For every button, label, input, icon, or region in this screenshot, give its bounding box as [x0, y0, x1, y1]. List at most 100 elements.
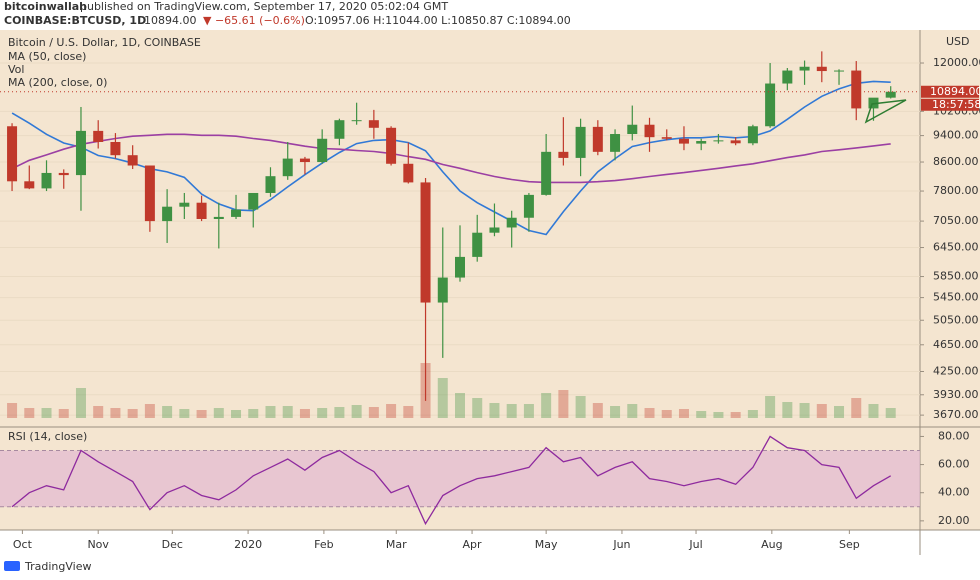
volume-bar — [24, 408, 35, 418]
candle-body — [58, 172, 69, 176]
volume-bar — [747, 410, 758, 418]
logo-mark — [4, 561, 20, 571]
candle-body — [834, 70, 845, 72]
volume-bar — [282, 406, 293, 418]
y-tick-label: 3930.00 — [933, 388, 979, 401]
candle-body — [24, 181, 35, 189]
countdown: 18:57:58 — [932, 98, 980, 111]
volume-bar — [162, 406, 173, 418]
last-price-label: 10894.00 — [930, 85, 980, 98]
x-tick-label: 2020 — [234, 538, 262, 551]
published: published on TradingView.com, September … — [80, 0, 448, 13]
candle-body — [282, 158, 293, 177]
x-tick-label: Nov — [87, 538, 109, 551]
volume-bar — [248, 409, 259, 418]
y-tick-label: 7800.00 — [933, 184, 979, 197]
candle-body — [523, 194, 534, 218]
candle-body — [231, 209, 242, 217]
candle-body — [110, 141, 121, 156]
candle-body — [334, 120, 345, 139]
volume-bar — [7, 403, 18, 418]
axis-background — [920, 30, 980, 530]
x-tick-label: Aug — [761, 538, 782, 551]
volume-bar — [93, 406, 104, 418]
candle-body — [299, 158, 310, 163]
legend-rsi: RSI (14, close) — [8, 430, 87, 443]
candle-body — [472, 232, 483, 257]
triangle-drawing — [864, 99, 907, 124]
candle-body — [403, 163, 414, 183]
volume-bar — [627, 404, 638, 418]
x-tick-label: Apr — [463, 538, 483, 551]
volume-bar — [644, 408, 655, 418]
volume-bar — [851, 398, 862, 418]
volume-bar — [523, 404, 534, 418]
x-tick-label: Oct — [13, 538, 33, 551]
tradingview-logo: TradingView — [4, 560, 91, 573]
y-tick-label: 7050.00 — [933, 214, 979, 227]
x-tick-label: Jun — [612, 538, 630, 551]
ohlc: O:10957.06 H:11044.00 L:10850.87 C:10894… — [305, 14, 571, 27]
candle-body — [41, 172, 52, 189]
volume-bar — [610, 406, 621, 418]
candle-body — [489, 227, 500, 233]
rsi-band — [0, 450, 920, 507]
candle-body — [179, 202, 190, 207]
volume-bar — [299, 409, 310, 418]
volume-bar — [41, 408, 52, 418]
y-tick-label: 9400.00 — [933, 129, 979, 142]
volume-bar — [489, 403, 500, 418]
candle-body — [747, 126, 758, 144]
rsi-tick-label: 40.00 — [938, 486, 970, 499]
y-tick-label: 12000.00 — [933, 56, 980, 69]
candle-body — [713, 140, 724, 142]
candle-body — [592, 126, 603, 152]
volume-bar — [678, 409, 689, 418]
volume-bar — [265, 406, 276, 418]
volume-bar — [317, 408, 328, 418]
volume-bar — [541, 393, 552, 418]
volume-bar — [730, 412, 741, 418]
candle-body — [558, 151, 569, 158]
volume-bar — [110, 408, 121, 418]
y-tick-label: 6450.00 — [933, 241, 979, 254]
volume-bar — [403, 406, 414, 418]
candle-body — [851, 70, 862, 109]
volume-bar — [75, 388, 86, 418]
candle-body — [506, 217, 517, 228]
candle-body — [162, 206, 173, 222]
candle-body — [782, 70, 793, 84]
candle-body — [575, 126, 586, 158]
volume-bar — [455, 393, 465, 418]
volume-bar — [213, 408, 224, 418]
candle-body — [213, 216, 224, 219]
candle-body — [885, 91, 896, 98]
candle-body — [730, 140, 741, 144]
volume-bar — [558, 390, 569, 418]
candle-body — [127, 155, 138, 166]
y-tick-label: 5450.00 — [933, 291, 979, 304]
candle-body — [678, 138, 689, 144]
candle-body — [420, 182, 431, 303]
symbol: COINBASE:BTCUSD, 1D — [4, 14, 146, 27]
volume-bar — [179, 409, 190, 418]
moving-average — [11, 133, 891, 184]
volume-bar — [592, 403, 603, 418]
volume-bar — [696, 411, 707, 418]
volume-bar — [799, 403, 810, 418]
y-tick-label: 4650.00 — [933, 338, 979, 351]
volume-bar — [868, 404, 879, 418]
candle-body — [75, 130, 86, 176]
legend-ma50: MA (50, close) — [8, 50, 86, 63]
candle-body — [696, 141, 707, 144]
y-tick-label: 3670.00 — [933, 408, 979, 421]
y-tick-label: 4250.00 — [933, 365, 979, 378]
volume-bar — [368, 407, 379, 418]
volume-bar — [661, 410, 672, 418]
last-price-box — [921, 85, 979, 98]
volume-bar — [885, 408, 896, 418]
x-tick-label: May — [535, 538, 558, 551]
volume-bar — [127, 409, 138, 418]
y-tick-label: 8600.00 — [933, 155, 979, 168]
